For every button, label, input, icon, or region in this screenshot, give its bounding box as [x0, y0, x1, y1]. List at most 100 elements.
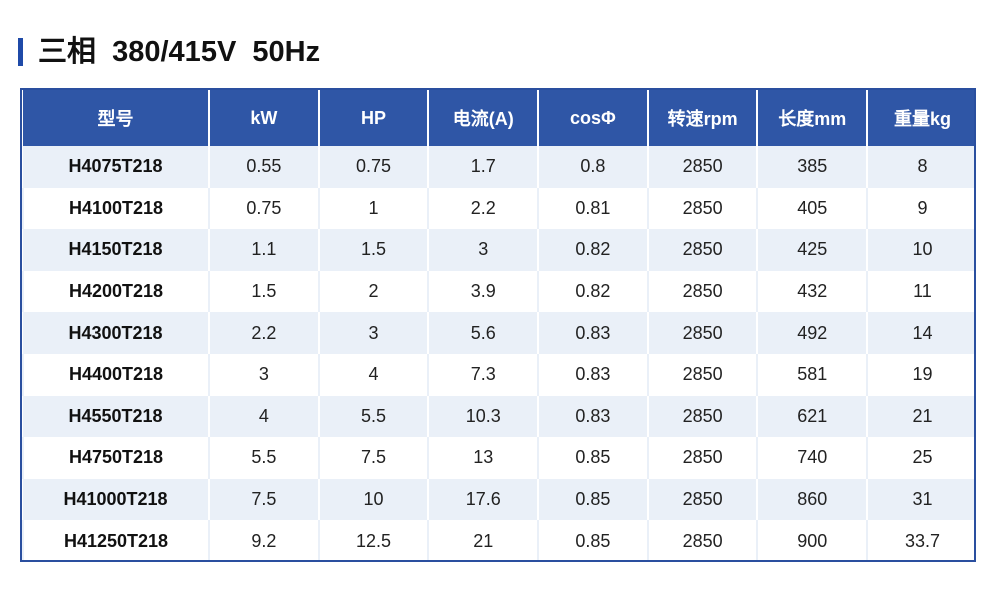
- cell-kw: 3: [208, 353, 319, 396]
- cell-model: H4075T218: [68, 156, 163, 177]
- cell-weight: 10: [866, 229, 974, 271]
- cell-weight: 21: [866, 395, 974, 438]
- cell-speed: 2850: [646, 270, 758, 313]
- cell-kw: 9.2: [208, 520, 319, 560]
- table-row: H41000T218 7.5 10 17.6 0.85 2850 860 31: [23, 478, 974, 521]
- cell-weight: 31: [866, 478, 974, 521]
- cell-model: H4550T218: [68, 405, 163, 426]
- cell-current: 21: [427, 520, 539, 560]
- table-row: H4150T218 1.1 1.5 3 0.82 2850 425 10: [23, 229, 974, 271]
- cell-hp: 12.5: [317, 520, 429, 560]
- cell-current: 13: [427, 437, 539, 479]
- cell-length: 740: [756, 437, 868, 479]
- cell-current: 7.3: [427, 353, 539, 396]
- cell-model: H4150T218: [68, 239, 163, 260]
- cell-current: 17.6: [427, 478, 539, 521]
- cell-model: H4400T218: [22, 353, 209, 396]
- table-row: H41250T218 9.2 12.5 21 0.85 2850 900 33.7: [22, 520, 974, 560]
- cell-hp: 7.5: [317, 437, 429, 479]
- header-hp: HP: [317, 90, 429, 146]
- cell-model: H41250T218: [22, 520, 209, 560]
- cell-current: 10.3: [427, 395, 539, 438]
- cell-power-factor: 0.85: [537, 437, 648, 479]
- cell-hp: 3: [317, 312, 429, 354]
- cell-hp: 2: [317, 270, 429, 313]
- cell-current: 3.9: [427, 270, 539, 313]
- cell-hp: 10: [317, 478, 429, 521]
- cell-weight: 11: [866, 270, 974, 313]
- cell-kw: 1.1: [208, 229, 319, 271]
- spec-table: 型号 kW HP 电流(A) cosΦ 转速rpm 长度mm 重量kg H407…: [22, 90, 974, 560]
- table-row: H4300T218 2.2 3 5.6 0.83 2850 492 14: [23, 312, 974, 354]
- cell-hp: 5.5: [317, 395, 429, 438]
- table-row: H4075T218 0.55 0.75 1.7 0.8 2850 385 8: [23, 146, 974, 188]
- cell-speed: 2850: [646, 146, 758, 188]
- cell-length: 860: [756, 478, 868, 521]
- page-title: 三相 380/415V 50Hz: [38, 36, 321, 68]
- cell-hp: 1: [317, 187, 429, 230]
- cell-model: H41000T218: [63, 489, 168, 510]
- cell-length: 621: [756, 395, 868, 438]
- cell-speed: 2850: [646, 520, 758, 560]
- cell-weight: 25: [866, 437, 974, 479]
- cell-weight: 33.7: [866, 520, 974, 560]
- cell-speed: 2850: [646, 478, 758, 521]
- cell-kw: 7.5: [208, 478, 319, 521]
- table-row: H4200T218 1.5 2 3.9 0.82 2850 432 11: [22, 270, 974, 313]
- cell-hp: 1.5: [317, 229, 429, 271]
- cell-current: 1.7: [427, 146, 539, 188]
- header-model: 型号: [97, 109, 134, 129]
- cell-length: 405: [756, 187, 868, 230]
- cell-weight: 8: [866, 146, 974, 188]
- cell-kw: 0.55: [208, 146, 319, 188]
- cell-speed: 2850: [646, 187, 758, 230]
- table-row: H4400T218 3 4 7.3 0.83 2850 581 19: [22, 353, 974, 396]
- table-row: H4550T218 4 5.5 10.3 0.83 2850 621 21: [23, 395, 974, 438]
- table-row: H4100T218 0.75 1 2.2 0.81 2850 405 9: [22, 187, 974, 230]
- cell-weight: 14: [866, 312, 974, 354]
- cell-power-factor: 0.83: [537, 312, 648, 354]
- header-length: 长度mm: [756, 90, 868, 146]
- table-body: H4075T218 0.55 0.75 1.7 0.8 2850 385 8 H4100T218…: [22, 146, 974, 560]
- cell-length: 581: [756, 353, 868, 396]
- cell-current: 5.6: [427, 312, 539, 354]
- cell-power-factor: 0.85: [537, 478, 648, 521]
- spec-table-container: 型号 kW HP 电流(A) cosΦ 转速rpm 长度mm 重量kg H407…: [20, 88, 976, 562]
- cell-length: 385: [756, 146, 868, 188]
- cell-speed: 2850: [646, 312, 758, 354]
- header-kw: kW: [208, 90, 319, 146]
- cell-length: 425: [756, 229, 868, 271]
- table-row: H4750T218 5.5 7.5 13 0.85 2850 740 25: [22, 437, 974, 479]
- cell-power-factor: 0.82: [537, 270, 648, 313]
- cell-kw: 5.5: [208, 437, 319, 479]
- cell-speed: 2850: [646, 353, 758, 396]
- title-accent-bar: [18, 38, 23, 66]
- cell-hp: 0.75: [317, 146, 429, 188]
- cell-model: H4200T218: [22, 270, 209, 313]
- cell-kw: 4: [208, 395, 319, 438]
- cell-kw: 1.5: [208, 270, 319, 313]
- cell-model: H4300T218: [68, 322, 163, 343]
- header-weight: 重量kg: [866, 90, 974, 146]
- cell-kw: 2.2: [208, 312, 319, 354]
- cell-weight: 19: [866, 353, 974, 396]
- header-power-factor: cosΦ: [537, 90, 648, 146]
- header-current: 电流(A): [427, 90, 539, 146]
- cell-speed: 2850: [646, 229, 758, 271]
- cell-power-factor: 0.82: [537, 229, 648, 271]
- cell-model: H4750T218: [22, 437, 209, 479]
- cell-power-factor: 0.8: [537, 146, 648, 188]
- cell-length: 900: [756, 520, 868, 560]
- cell-hp: 4: [317, 353, 429, 396]
- cell-power-factor: 0.83: [537, 353, 648, 396]
- cell-power-factor: 0.85: [537, 520, 648, 560]
- cell-length: 492: [756, 312, 868, 354]
- cell-current: 2.2: [427, 187, 539, 230]
- cell-current: 3: [427, 229, 539, 271]
- cell-power-factor: 0.83: [537, 395, 648, 438]
- table-header-row: 型号 kW HP 电流(A) cosΦ 转速rpm 长度mm 重量kg: [23, 90, 974, 146]
- header-speed: 转速rpm: [646, 90, 758, 146]
- cell-model: H4100T218: [22, 187, 209, 230]
- cell-weight: 9: [866, 187, 974, 230]
- cell-power-factor: 0.81: [537, 187, 648, 230]
